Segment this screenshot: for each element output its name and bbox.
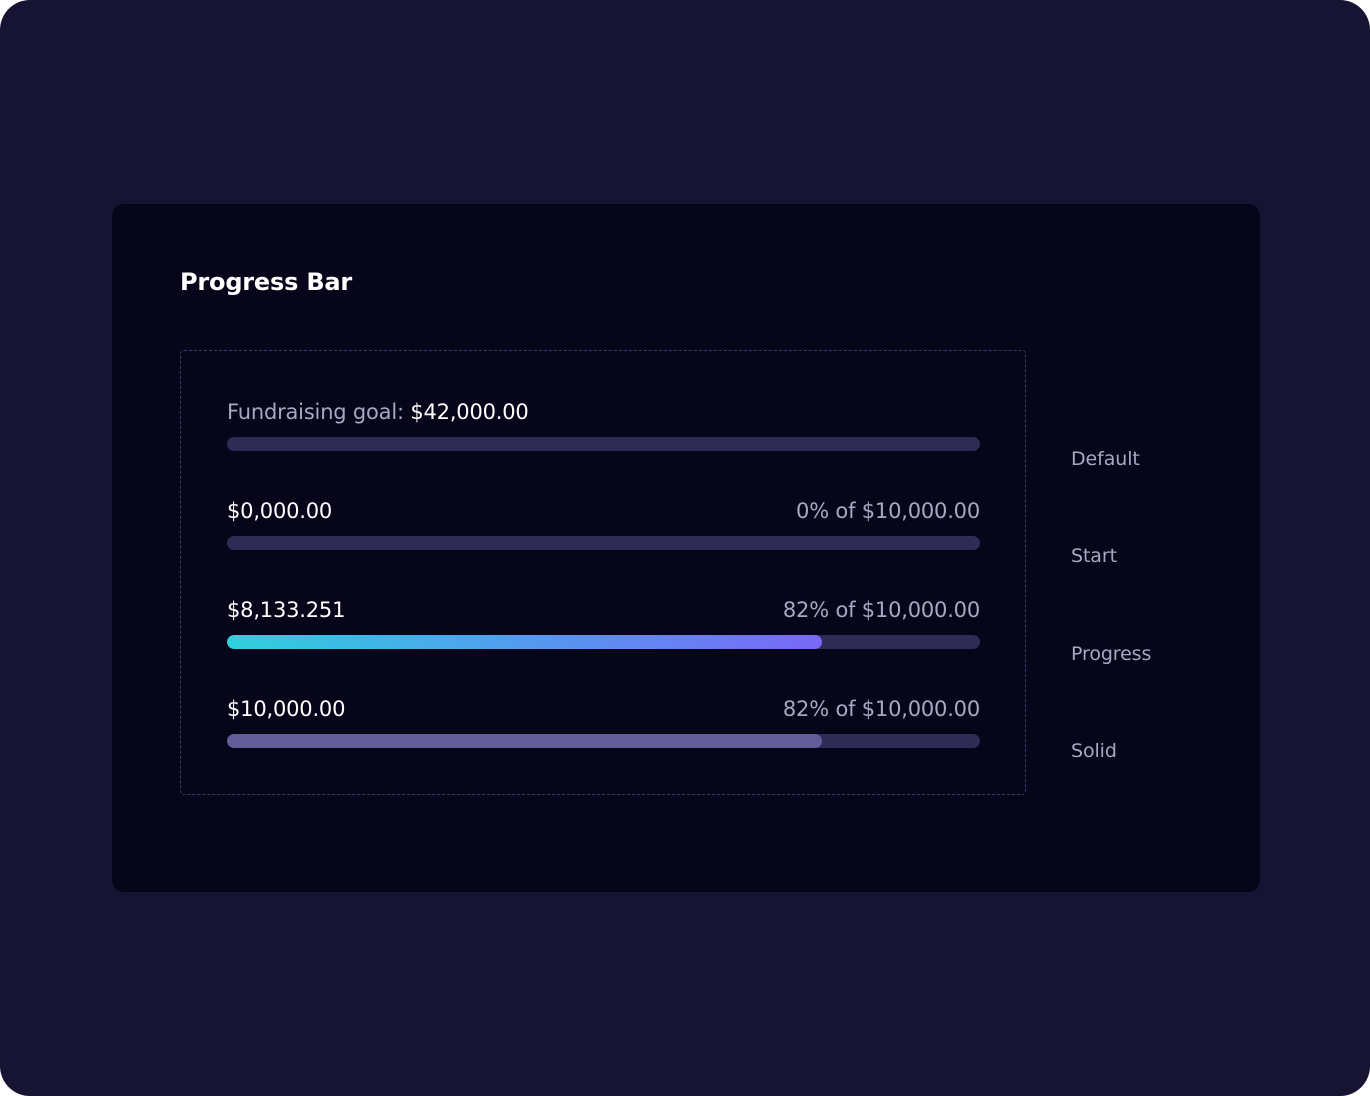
progress-track [227, 635, 980, 649]
progress-row-start: $0,000.00 0% of $10,000.00 [227, 498, 980, 550]
row-left-value: $8,133.251 [227, 598, 346, 622]
row-left-text: Fundraising goal: $42,000.00 [227, 399, 529, 425]
row-left-value: $42,000.00 [410, 400, 529, 424]
row-right-text: 82% of $10,000.00 [782, 598, 980, 622]
row-left-text: $10,000.00 [227, 696, 345, 722]
row-right-text: 0% of $10,000.00 [796, 499, 980, 523]
progress-track [227, 437, 980, 451]
component-card: Progress Bar Fundraising goal: $42,000.0… [112, 204, 1260, 892]
progress-fill [227, 734, 822, 748]
row-left-text: $8,133.251 [227, 597, 345, 623]
variants-frame: Fundraising goal: $42,000.00 $0,000.00 0… [180, 350, 1026, 795]
progress-row-progress: $8,133.251 82% of $10,000.00 [227, 597, 980, 649]
row-left-prefix: Fundraising goal: [227, 400, 411, 424]
progress-row-default: Fundraising goal: $42,000.00 [227, 399, 980, 451]
card-title: Progress Bar [180, 268, 353, 296]
variant-label-start: Start [1071, 545, 1117, 567]
variant-label-solid: Solid [1071, 740, 1117, 762]
row-left-value: $10,000.00 [227, 697, 346, 721]
row-left-text: $0,000.00 [227, 498, 332, 524]
progress-fill [227, 635, 822, 649]
variant-label-default: Default [1071, 448, 1140, 470]
variant-label-progress: Progress [1071, 643, 1152, 665]
progress-row-solid: $10,000.00 82% of $10,000.00 [227, 696, 980, 748]
progress-track [227, 536, 980, 550]
row-right-text: 82% of $10,000.00 [782, 697, 980, 721]
progress-track [227, 734, 980, 748]
row-left-value: $0,000.00 [227, 499, 333, 523]
